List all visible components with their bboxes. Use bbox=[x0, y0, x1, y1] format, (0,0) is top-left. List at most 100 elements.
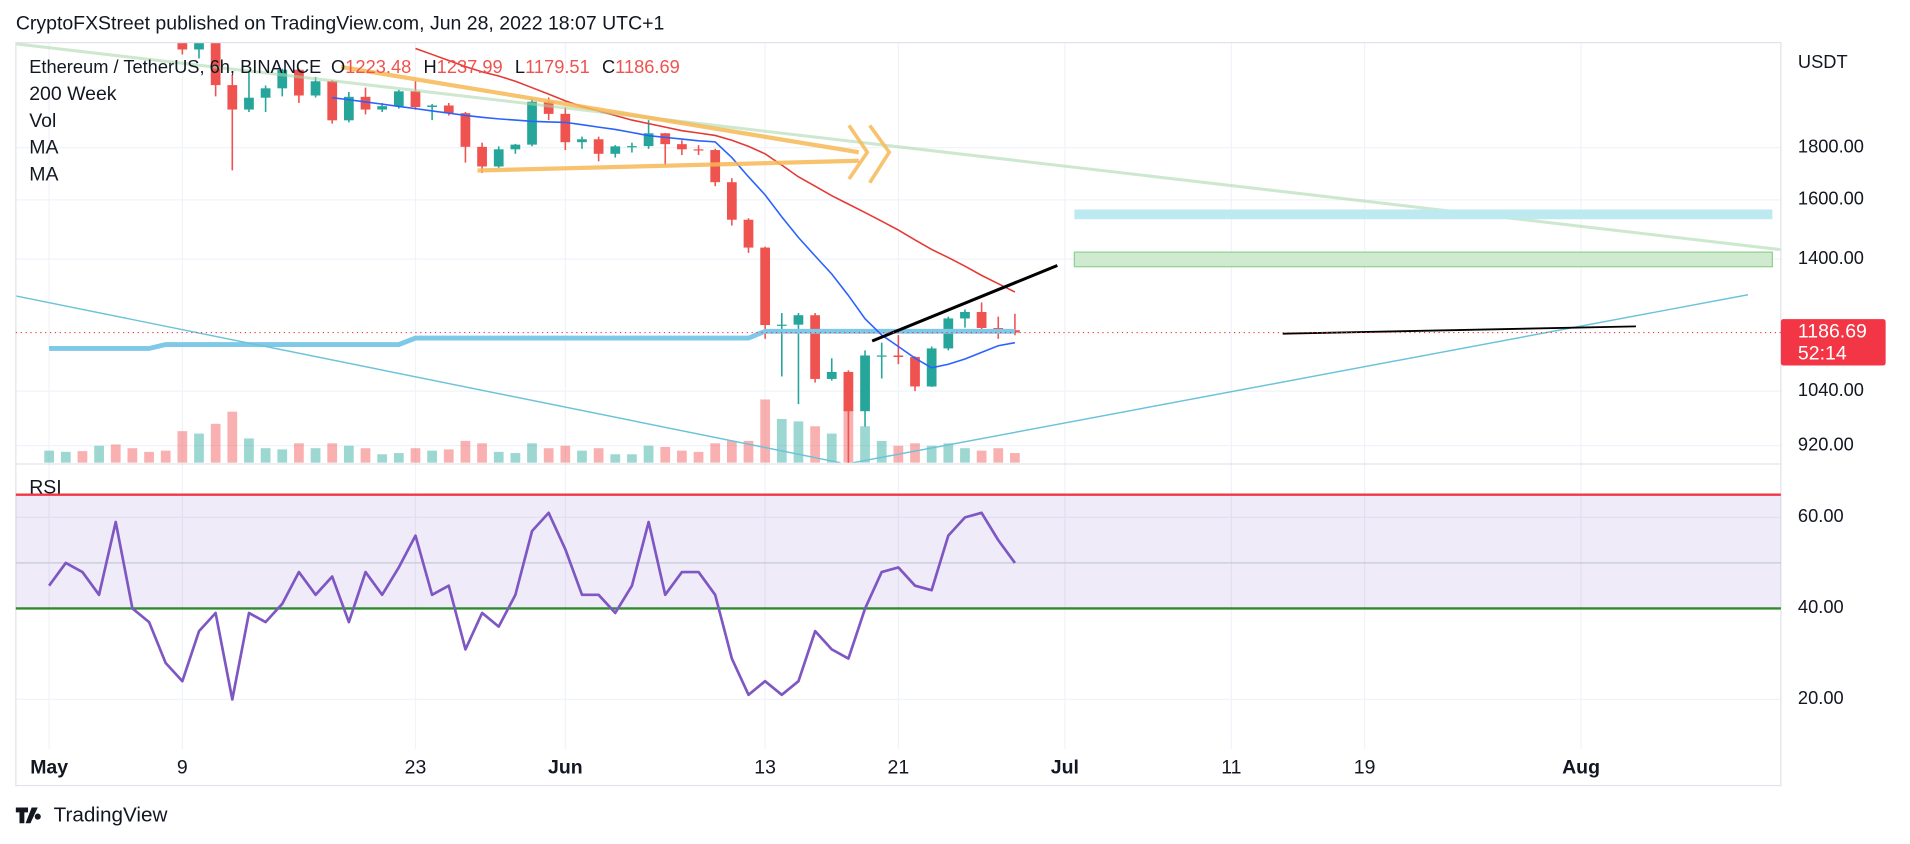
y-tick-label: 60.00 bbox=[1798, 505, 1844, 526]
candle-body bbox=[760, 247, 771, 326]
volume-bar bbox=[160, 450, 171, 463]
volume-bar bbox=[194, 433, 204, 463]
candle-body bbox=[310, 81, 321, 96]
series-line bbox=[332, 96, 1016, 369]
legend-entry: MA bbox=[29, 137, 58, 159]
candle-body bbox=[460, 113, 471, 147]
y-tick-label: 920.00 bbox=[1798, 433, 1854, 454]
y-tick-label: 1800.00 bbox=[1798, 135, 1864, 156]
candle-body bbox=[643, 133, 654, 147]
candle-body bbox=[277, 69, 288, 89]
candle-body bbox=[493, 149, 504, 167]
volume-bar bbox=[743, 440, 754, 463]
volume-bar bbox=[77, 451, 88, 463]
grid bbox=[15, 42, 1781, 750]
volume-bar bbox=[294, 443, 304, 463]
y-tick-label: 40.00 bbox=[1798, 596, 1844, 617]
header: CryptoFXStreet published on TradingView.… bbox=[16, 12, 664, 34]
candle-body bbox=[393, 91, 404, 107]
volume-bar bbox=[60, 451, 71, 463]
volume-bar bbox=[177, 431, 188, 463]
candle-body bbox=[826, 371, 837, 379]
candle-body bbox=[260, 88, 271, 98]
candle-body bbox=[960, 311, 970, 319]
x-tick-label: 9 bbox=[177, 757, 188, 779]
volume-bar bbox=[443, 449, 454, 463]
x-tick-label: Jul bbox=[1051, 757, 1079, 779]
volume-bar bbox=[44, 450, 55, 463]
legend-entry: Vol bbox=[29, 110, 56, 132]
x-tick-label: May bbox=[30, 757, 68, 779]
candle-body bbox=[227, 85, 238, 110]
volume-bar bbox=[627, 454, 637, 463]
volume-bar bbox=[94, 445, 104, 463]
volume-bar bbox=[393, 453, 404, 463]
volume-bar bbox=[776, 418, 787, 463]
volume-bar bbox=[477, 443, 487, 463]
candle-body bbox=[443, 105, 454, 114]
plot bbox=[44, 42, 1020, 463]
candle-body bbox=[876, 355, 887, 357]
volume-bar bbox=[643, 445, 654, 463]
ohlc-key: L bbox=[515, 56, 525, 77]
volume-bar bbox=[560, 445, 571, 463]
volume-bar bbox=[910, 443, 920, 463]
rsi-label: RSI bbox=[29, 477, 61, 499]
candle-body bbox=[327, 81, 338, 121]
x-tick-label: 11 bbox=[1221, 757, 1241, 779]
y-tick-label: 1040.00 bbox=[1798, 379, 1864, 400]
candle-body bbox=[593, 139, 604, 154]
y-tick-label: 20.00 bbox=[1798, 687, 1844, 708]
volume-bar bbox=[410, 448, 421, 463]
volume-bar bbox=[860, 426, 870, 463]
series-line bbox=[49, 328, 1015, 351]
candle-body bbox=[627, 146, 637, 148]
trend-line bbox=[871, 264, 1058, 343]
volume-bar bbox=[493, 451, 504, 463]
candle-body bbox=[410, 91, 421, 108]
candle-body bbox=[677, 144, 687, 150]
volume-bar bbox=[277, 449, 288, 463]
drawings bbox=[15, 42, 1781, 463]
candle-body bbox=[294, 69, 304, 96]
frame bbox=[15, 42, 1782, 787]
candle-body bbox=[660, 133, 671, 145]
volume-bar bbox=[677, 450, 687, 463]
ohlc-key: C bbox=[602, 56, 615, 77]
candle-body bbox=[793, 315, 804, 325]
ohlc-key: O bbox=[331, 56, 345, 77]
candle-body bbox=[893, 355, 904, 358]
candle-body bbox=[360, 96, 371, 110]
candle-body bbox=[610, 146, 621, 154]
volume-bar bbox=[710, 443, 721, 463]
volume-bar bbox=[527, 443, 537, 463]
candle-body bbox=[194, 42, 204, 50]
rsi-line bbox=[48, 511, 1017, 701]
volume-bar bbox=[760, 399, 771, 463]
rsi-band bbox=[15, 494, 1781, 609]
candle-body bbox=[776, 324, 787, 326]
volume-bar bbox=[926, 445, 937, 463]
candle-body bbox=[427, 105, 437, 108]
volume-bar bbox=[793, 421, 804, 463]
y-unit: USDT bbox=[1798, 51, 1848, 72]
volume-bar bbox=[144, 451, 154, 463]
volume-bar bbox=[943, 443, 954, 463]
volume-bar bbox=[360, 448, 371, 463]
volume-bar bbox=[993, 448, 1004, 463]
arrow bbox=[847, 124, 870, 181]
volume-bar bbox=[127, 448, 138, 463]
zone bbox=[1073, 251, 1773, 268]
trend-line bbox=[1282, 325, 1636, 335]
volume-bar bbox=[310, 448, 321, 463]
x-tick-label: Jun bbox=[548, 757, 583, 779]
last-price-box bbox=[1780, 319, 1886, 366]
volume-bar bbox=[610, 454, 621, 463]
volume-bar bbox=[244, 438, 254, 463]
volume-bar bbox=[826, 433, 837, 463]
volume-bar bbox=[543, 448, 554, 463]
volume-bar bbox=[260, 448, 271, 463]
ohlc-value: 1186.69 bbox=[615, 56, 680, 77]
